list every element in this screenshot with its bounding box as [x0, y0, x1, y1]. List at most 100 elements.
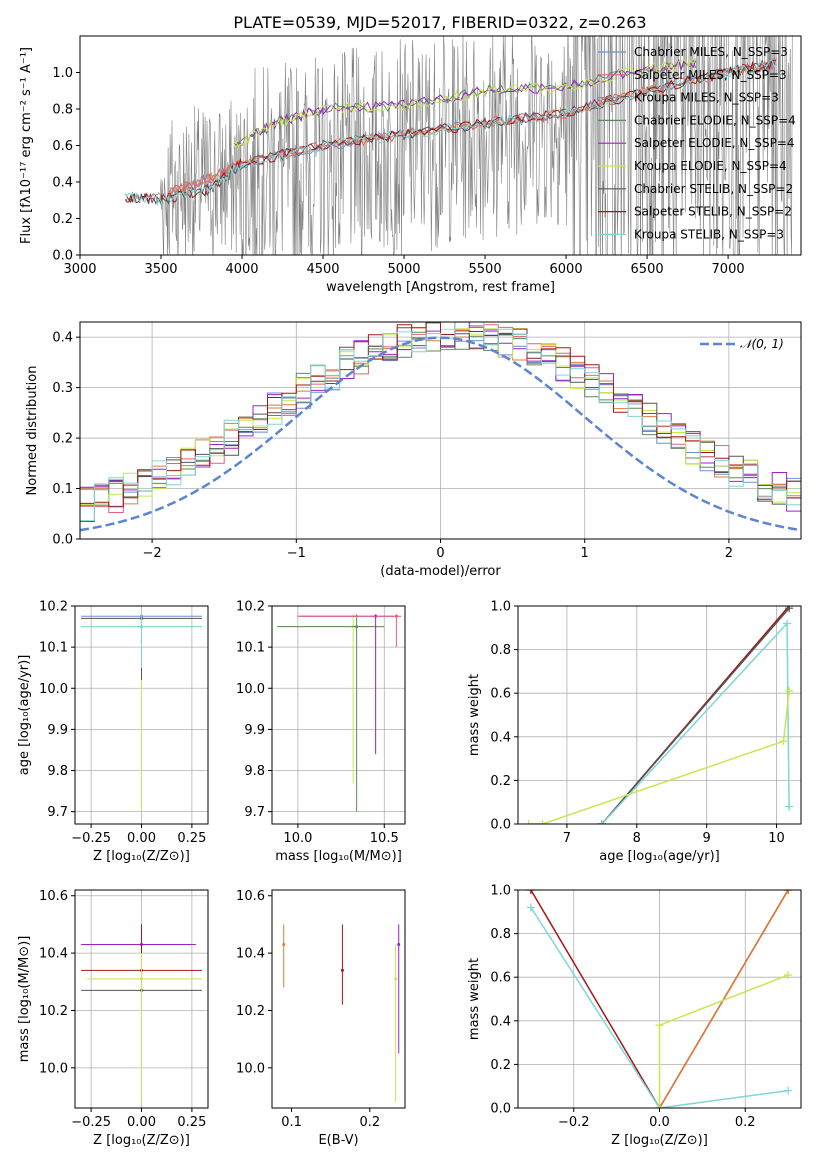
x-axis-label: Z [log₁₀(Z/Z⊙)] — [93, 1133, 190, 1148]
model-line-kroupa_stelib — [124, 59, 778, 207]
model-line-kroupa_elodie — [233, 58, 697, 149]
y-axis-label: Flux [fλ10⁻¹⁷ erg cm⁻² s⁻¹ A⁻¹] — [19, 47, 34, 244]
x-tick-label: 7 — [563, 831, 571, 846]
weight-vs-metallicity-panel: −0.2 0.0 0.2 0.0 0.2 0.4 0.6 0.8 1.0 Z [log₁₀(Z/Z… — [467, 884, 802, 1148]
weight-marker-kroupa_elodie — [655, 1021, 664, 1030]
y-tick-label: 0.0 — [52, 533, 73, 548]
legend-entry: Salpeter STELIB, N_SSP=2 — [634, 205, 792, 219]
y-tick-label: 0.8 — [490, 643, 511, 658]
y-tick-label: 10.2 — [236, 600, 265, 615]
y-tick-label: 0.6 — [52, 139, 73, 154]
legend-entry: Chabrier ELODIE, N_SSP=4 — [634, 113, 796, 127]
y-tick-label: 0.8 — [52, 103, 73, 118]
y-axis-label: mass weight — [467, 674, 482, 756]
y-tick-label: 9.9 — [244, 723, 265, 738]
x-tick-label: 1 — [581, 546, 589, 561]
x-axis-label: wavelength [Angstrom, rest frame] — [326, 280, 555, 295]
weight-marker-salpeter_stelib — [526, 890, 535, 894]
plot-area — [272, 606, 405, 824]
y-tick-label: 0.4 — [490, 1014, 511, 1029]
x-tick-label: 5000 — [387, 262, 420, 277]
y-tick-label: 0.4 — [490, 730, 511, 745]
y-axis-label: age [log₁₀(age/yr)] — [17, 655, 32, 776]
x-tick-label: −0.2 — [558, 1115, 590, 1130]
plot-marks — [81, 614, 202, 812]
x-tick-label: 10.0 — [283, 831, 312, 846]
axes-frame — [74, 889, 209, 1109]
weight-marker-kroupa_stelib — [526, 903, 535, 912]
axes-frame — [79, 35, 802, 256]
axes-frame — [517, 605, 802, 825]
x-tick-label: 4000 — [225, 262, 258, 277]
residual-histogram-salpeter_stelib — [80, 322, 801, 508]
x-tick-label: 5500 — [469, 262, 502, 277]
y-tick-label: 1.0 — [52, 66, 73, 81]
plot-marks — [80, 322, 801, 532]
normal-distribution-curve — [80, 336, 801, 532]
y-axis-label: mass [log₁₀(M/M⊙)] — [17, 936, 32, 1063]
x-axis-label: Z [log₁₀(Z/Z⊙)] — [611, 1133, 708, 1148]
y-tick-label: 0.2 — [490, 774, 511, 789]
y-tick-label: 10.1 — [236, 641, 265, 656]
y-tick-label: 10.6 — [236, 889, 265, 904]
x-tick-label: −0.25 — [71, 1115, 111, 1130]
data-point-kroupa_elodie — [394, 977, 398, 981]
mass-vs-ebv-panel: 0.1 0.2 10.0 10.2 10.4 10.6 E(B-V) — [236, 889, 406, 1148]
x-tick-label: −1 — [287, 546, 306, 561]
axes-frame — [74, 605, 209, 825]
observed-spectrum-line — [125, 36, 793, 255]
model-line-salpeter_elodie — [233, 59, 697, 147]
y-tick-label: 1.0 — [490, 600, 511, 615]
y-tick-label: 0.0 — [490, 1102, 511, 1117]
y-axis-label: mass weight — [467, 958, 482, 1040]
y-tick-label: 9.7 — [47, 805, 68, 820]
plot-marks — [277, 614, 402, 812]
y-tick-label: 10.2 — [39, 600, 68, 615]
legend-entry: Kroupa STELIB, N_SSP=3 — [634, 227, 784, 241]
legend-entry: Chabrier MILES, N_SSP=3 — [634, 45, 788, 59]
y-axis-label: Normed distribution — [25, 366, 40, 496]
data-point-kroupa_miles — [282, 943, 286, 946]
y-tick-label: 10.1 — [39, 641, 68, 656]
axes-frame — [271, 889, 406, 1109]
x-axis-label: E(B-V) — [318, 1133, 358, 1148]
x-tick-label: 6500 — [631, 262, 664, 277]
residual-histogram-kroupa_miles — [80, 322, 801, 505]
x-tick-label: 7000 — [712, 262, 745, 277]
weight-marker-kroupa_elodie — [538, 820, 547, 824]
age-vs-mass-panel: 10.0 10.5 9.7 9.8 9.9 10.0 10.1 10.2 mass [log₁₀… — [236, 600, 406, 864]
weight-marker-kroupa_elodie — [655, 1104, 664, 1108]
weight-line-kroupa_miles — [658, 890, 789, 1108]
y-tick-label: 0.0 — [52, 249, 73, 264]
y-tick-label: 10.0 — [236, 1061, 265, 1076]
data-point-salpeter_stelib — [340, 968, 344, 972]
weight-marker-kroupa_elodie — [779, 737, 788, 746]
y-tick-label: 10.4 — [39, 947, 68, 962]
y-tick-label: 0.8 — [490, 927, 511, 942]
legend-entry: Chabrier STELIB, N_SSP=2 — [634, 182, 793, 196]
mass-vs-metallicity-panel: −0.25 0.00 0.25 10.0 10.2 10.4 10.6 Z [log₁₀(Z/… — [17, 889, 209, 1148]
y-tick-label: 9.7 — [244, 805, 265, 820]
legend-entry: Kroupa MILES, N_SSP=3 — [634, 91, 779, 105]
y-tick-label: 10.0 — [39, 1061, 68, 1076]
data-point-salpeter_miles — [394, 614, 398, 618]
weight-marker-kroupa_elodie — [785, 687, 794, 696]
y-tick-label: 9.9 — [47, 723, 68, 738]
weight-line-kroupa_elodie — [528, 690, 790, 824]
legend-entry: 𝒩(0, 1) — [740, 337, 784, 351]
y-tick-label: 0.4 — [52, 176, 73, 191]
y-tick-label: 0.6 — [490, 971, 511, 986]
x-tick-label: 0 — [436, 546, 444, 561]
y-tick-label: 1.0 — [490, 884, 511, 899]
y-tick-label: 10.6 — [39, 889, 68, 904]
plot-marks — [526, 890, 793, 1108]
y-tick-label: 0.3 — [52, 381, 73, 396]
age-vs-metallicity-panel: −0.25 0.00 0.25 9.7 9.8 9.9 10.0 10.1 10.2 Z [log… — [17, 600, 209, 864]
axes-frame — [517, 889, 802, 1109]
plot-marks — [524, 606, 794, 824]
weight-marker-kroupa_stelib — [784, 1086, 793, 1095]
x-tick-label: 2 — [725, 546, 733, 561]
y-tick-label: 0.2 — [52, 212, 73, 227]
legend-entry: Kroupa ELODIE, N_SSP=4 — [634, 159, 787, 173]
